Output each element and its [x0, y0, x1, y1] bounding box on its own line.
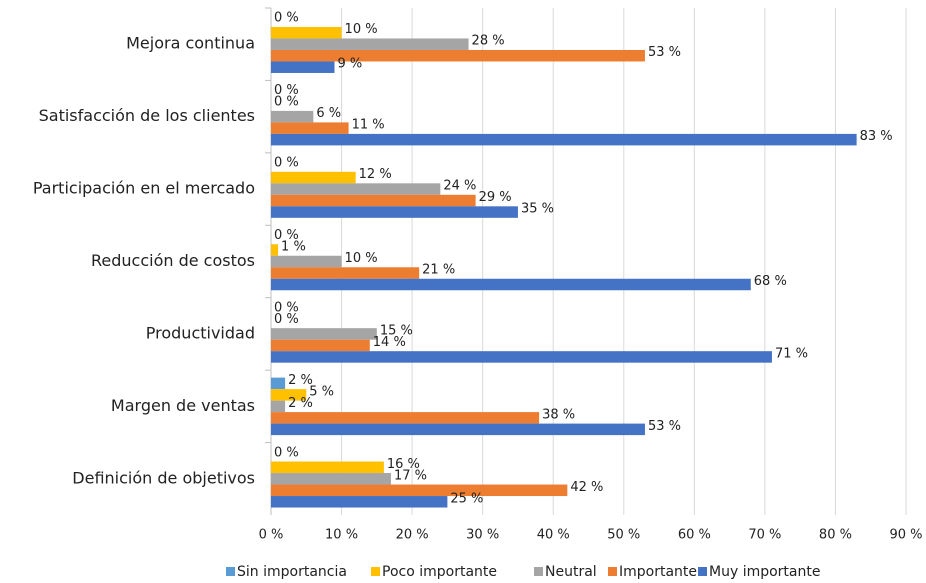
data-label: 29 %	[479, 190, 512, 205]
bar	[271, 461, 384, 474]
x-tick-label: 70 %	[748, 528, 781, 543]
x-tick-label: 20 %	[396, 528, 429, 543]
bar	[271, 194, 476, 207]
y-tick-label: Participación en el mercado	[33, 179, 255, 198]
x-tick-label: 10 %	[325, 528, 358, 543]
bar	[271, 183, 441, 195]
legend-label: Muy importante	[709, 564, 820, 580]
bar	[271, 473, 391, 485]
data-label: 0 %	[274, 83, 299, 98]
y-tick-label: Reducción de costos	[91, 251, 255, 270]
bar	[271, 496, 448, 508]
y-tick-label: Definición de objetivos	[72, 468, 255, 487]
x-tick-label: 50 %	[607, 528, 640, 543]
legend-swatch	[226, 567, 235, 576]
data-label: 14 %	[373, 335, 406, 350]
data-label: 0 %	[274, 300, 299, 315]
x-tick-label: 0 %	[259, 528, 284, 543]
x-tick-label: 60 %	[678, 528, 711, 543]
bar	[271, 61, 335, 73]
y-tick-label: Mejora continua	[126, 34, 255, 53]
data-label: 25 %	[450, 491, 483, 506]
bar	[271, 133, 857, 146]
x-tick-label: 90 %	[889, 528, 922, 543]
data-label: 16 %	[387, 457, 420, 472]
data-label: 10 %	[345, 251, 378, 266]
legend-label: Neutral	[545, 564, 597, 580]
data-label: 2 %	[288, 396, 313, 411]
data-label: 24 %	[443, 179, 476, 194]
bar	[271, 206, 518, 218]
data-label: 68 %	[754, 274, 787, 289]
bar	[271, 267, 420, 279]
bar	[271, 49, 645, 62]
bar	[271, 171, 356, 184]
x-tick-label: 30 %	[466, 528, 499, 543]
data-label: 9 %	[338, 57, 363, 72]
data-label: 0 %	[274, 95, 299, 110]
bar	[271, 389, 307, 401]
y-tick-label: Margen de ventas	[111, 396, 255, 415]
data-label: 53 %	[648, 419, 681, 434]
bar	[271, 484, 568, 497]
data-label: 2 %	[288, 373, 313, 388]
data-label: 0 %	[274, 156, 299, 171]
y-tick-label: Productividad	[146, 323, 255, 342]
legend-swatch	[608, 567, 617, 576]
bar	[271, 38, 469, 50]
x-tick-label: 40 %	[537, 528, 570, 543]
bar	[271, 110, 314, 123]
legend-label: Poco importante	[382, 564, 497, 580]
data-label: 53 %	[648, 45, 681, 60]
data-label: 0 %	[274, 312, 299, 327]
legend-swatch	[534, 567, 543, 576]
data-label: 38 %	[542, 407, 575, 422]
data-label: 15 %	[380, 323, 413, 338]
legend-label: Importante	[619, 564, 697, 580]
bar	[271, 255, 342, 268]
data-label: 21 %	[422, 263, 455, 278]
bar	[271, 328, 377, 340]
data-label: 12 %	[359, 167, 392, 182]
data-label: 71 %	[775, 346, 808, 361]
bar	[271, 122, 349, 134]
data-label: 17 %	[394, 468, 427, 483]
legend-swatch	[698, 567, 707, 576]
data-label: 0 %	[274, 445, 299, 460]
legend-label: Sin importancia	[237, 564, 347, 580]
data-label: 6 %	[316, 106, 341, 121]
bar	[271, 244, 279, 256]
bar	[271, 26, 342, 39]
data-label: 1 %	[281, 240, 306, 255]
data-label: 10 %	[345, 22, 378, 37]
data-label: 42 %	[570, 480, 603, 495]
data-label: 11 %	[352, 118, 385, 133]
bar	[271, 351, 772, 363]
data-label: 0 %	[274, 11, 299, 26]
x-tick-label: 80 %	[819, 528, 852, 543]
data-label: 5 %	[309, 384, 334, 399]
bar	[271, 377, 286, 390]
y-tick-label: Satisfacción de los clientes	[39, 106, 255, 125]
bar	[271, 423, 645, 436]
bar	[271, 278, 751, 291]
legend-swatch	[371, 567, 380, 576]
bar	[271, 339, 370, 352]
bar	[271, 412, 540, 424]
data-label: 35 %	[521, 202, 554, 217]
data-label: 28 %	[472, 34, 505, 49]
data-label: 0 %	[274, 228, 299, 243]
bar	[271, 400, 286, 413]
data-label: 83 %	[860, 129, 893, 144]
